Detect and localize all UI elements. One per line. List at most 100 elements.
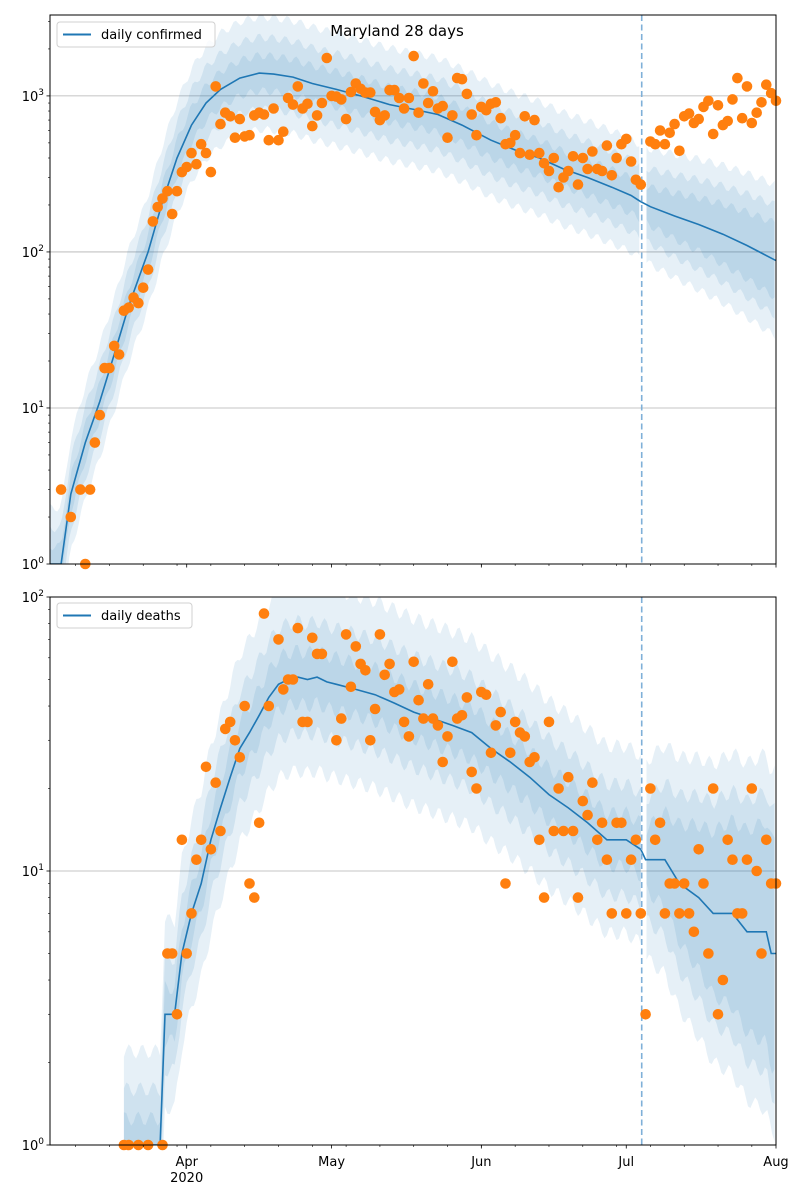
uncertainty-band-0 — [123, 597, 641, 1145]
plot-area — [50, 15, 776, 564]
data-point — [369, 106, 381, 118]
data-point — [403, 731, 415, 742]
data-point — [186, 908, 197, 919]
data-point — [224, 111, 236, 122]
y-tick-label: 102 — [22, 589, 44, 606]
data-point — [292, 622, 304, 634]
y-tick-label: 102 — [22, 244, 44, 261]
data-point — [567, 825, 579, 837]
data-point — [447, 656, 458, 668]
data-point — [422, 679, 434, 690]
data-point — [659, 138, 671, 150]
data-point — [625, 854, 637, 865]
data-point — [65, 511, 77, 523]
data-point — [761, 834, 772, 846]
uncertainty-band-1 — [646, 166, 775, 319]
data-point — [234, 113, 246, 125]
data-point — [649, 138, 661, 150]
data-point — [224, 716, 236, 728]
data-point — [625, 156, 637, 167]
data-point — [210, 777, 221, 788]
data-point — [389, 84, 400, 96]
data-point — [505, 747, 516, 759]
uncertainty-band-2 — [646, 806, 775, 1074]
data-point — [746, 117, 758, 129]
data-point — [393, 684, 405, 695]
data-point — [529, 752, 540, 763]
data-point — [601, 140, 613, 151]
data-point — [268, 103, 279, 114]
data-point — [379, 110, 391, 121]
data-point — [316, 648, 328, 660]
data-point — [278, 126, 289, 137]
data-point — [509, 129, 521, 141]
data-point — [538, 158, 550, 169]
data-point — [205, 166, 217, 178]
data-point — [524, 149, 535, 160]
y-tick-label: 100 — [22, 556, 45, 573]
plot-area — [50, 597, 776, 1145]
legend-label-confirmed: daily confirmed — [101, 28, 202, 43]
data-point — [727, 94, 738, 105]
observed-points — [55, 50, 782, 570]
data-point — [384, 658, 395, 670]
data-point — [292, 81, 304, 92]
data-point — [601, 854, 613, 865]
data-point — [162, 185, 173, 197]
data-point — [563, 771, 574, 783]
data-point — [84, 484, 96, 495]
data-point — [166, 948, 178, 959]
data-point — [278, 684, 289, 695]
data-point — [707, 783, 719, 794]
data-point — [543, 716, 555, 728]
data-point — [273, 134, 284, 146]
data-point — [263, 700, 275, 712]
data-point — [572, 179, 584, 190]
data-point — [466, 766, 478, 778]
data-point — [683, 908, 695, 919]
data-point — [379, 669, 391, 681]
data-point — [495, 706, 507, 718]
x-tick-label: May — [318, 1155, 345, 1170]
data-point — [495, 112, 507, 124]
data-point — [418, 78, 429, 89]
data-point — [287, 99, 299, 110]
data-point — [336, 713, 347, 724]
data-point — [181, 161, 192, 173]
data-point — [89, 437, 101, 448]
data-point — [577, 795, 589, 807]
confirmed-chart: 100 101 102 103 — [22, 14, 782, 573]
model-median-line — [123, 676, 776, 1145]
data-point — [365, 87, 376, 98]
data-point — [509, 716, 521, 728]
data-point — [746, 783, 758, 794]
uncertainty-band-2 — [123, 645, 641, 1145]
data-point — [707, 128, 719, 140]
data-point — [751, 865, 762, 877]
uncertainty-band-0 — [50, 15, 640, 564]
data-point — [200, 761, 212, 773]
data-point — [311, 110, 323, 121]
data-point — [635, 908, 647, 919]
data-point — [147, 216, 159, 227]
data-point — [529, 114, 540, 126]
legend-deaths: daily deaths — [56, 602, 193, 629]
data-point — [191, 854, 202, 865]
data-point — [195, 834, 207, 846]
data-point — [229, 735, 241, 746]
data-point — [75, 484, 86, 495]
data-point — [596, 165, 608, 177]
data-point — [765, 87, 777, 99]
data-point — [717, 974, 729, 986]
data-point — [471, 129, 482, 141]
data-point — [500, 878, 511, 889]
data-point — [210, 81, 221, 92]
data-point — [640, 1009, 651, 1020]
y-tick-label: 101 — [22, 400, 44, 417]
data-point — [398, 716, 410, 728]
data-point — [587, 146, 598, 157]
data-point — [186, 147, 197, 159]
data-point — [751, 107, 762, 118]
data-point — [606, 170, 618, 181]
y-tick-label: 103 — [22, 88, 44, 105]
